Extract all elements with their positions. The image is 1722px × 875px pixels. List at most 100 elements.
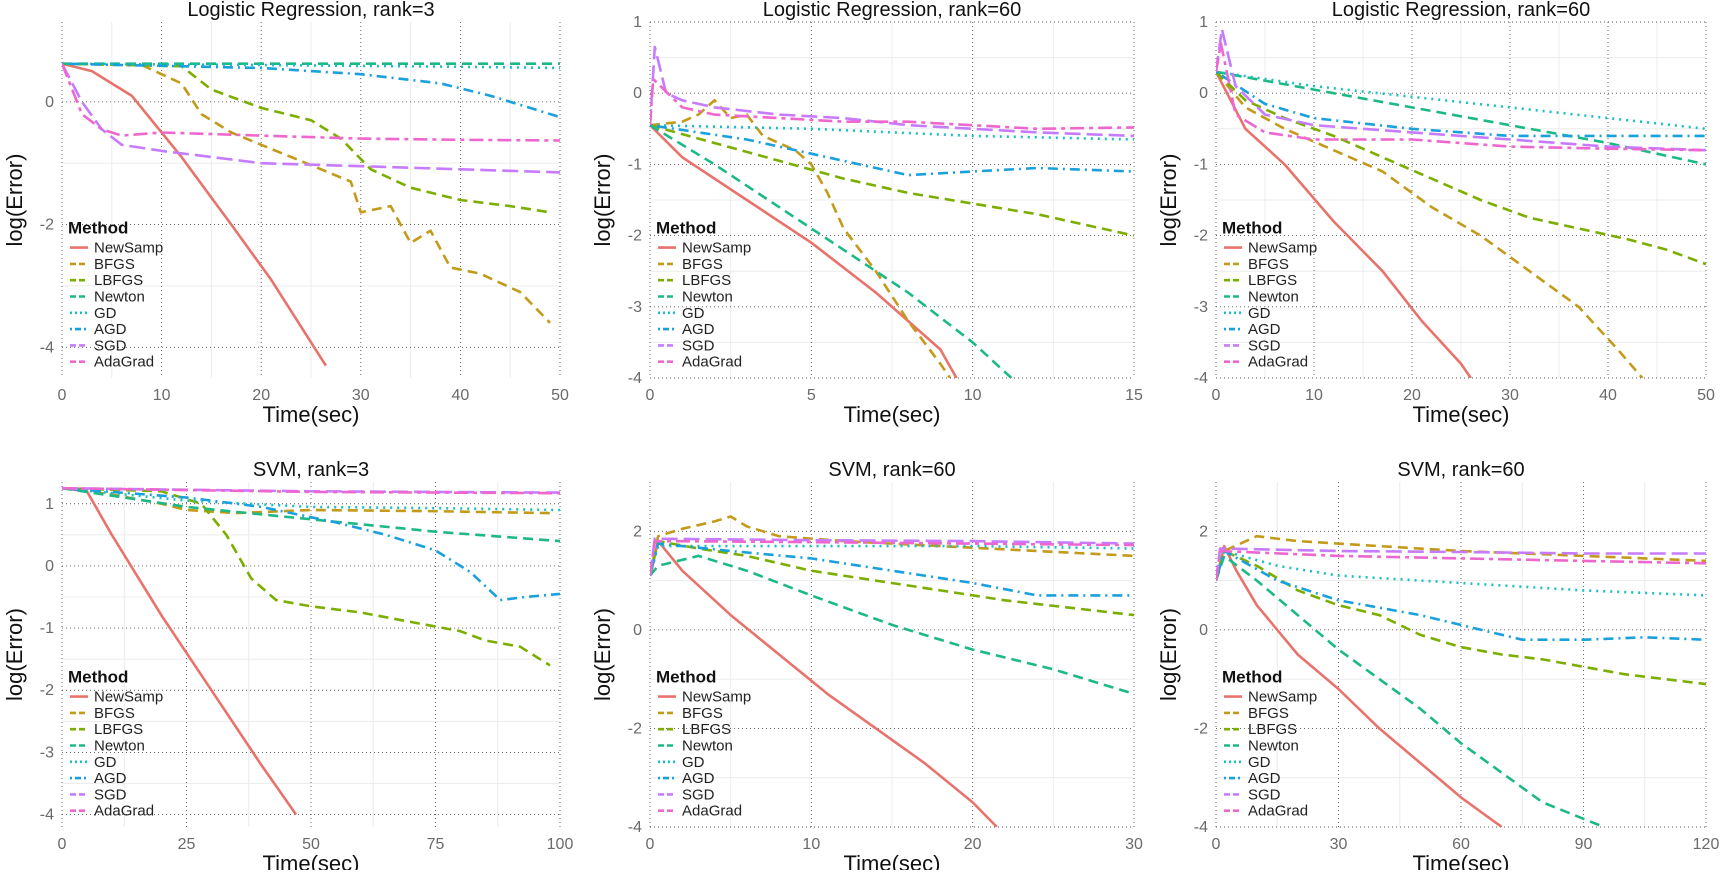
legend-label-sgd: SGD — [94, 786, 127, 803]
chart-title: Logistic Regression, rank=3 — [187, 0, 434, 21]
legend-label-bfgs: BFGS — [1248, 705, 1289, 722]
series-line-newton — [1216, 554, 1605, 827]
legend-label-adagrad: AdaGrad — [682, 803, 742, 820]
series-line-sgd — [62, 486, 560, 494]
legend-label-lbfgs: LBFGS — [682, 721, 731, 738]
series-line-lbfgs — [650, 123, 1134, 237]
y-tick-label: 0 — [633, 85, 642, 102]
x-tick-label: 30 — [352, 387, 370, 404]
series-line-sgd — [650, 45, 1134, 138]
series-line-agd — [62, 62, 560, 119]
legend-label-adagrad: AdaGrad — [682, 354, 742, 371]
legend-label-sgd: SGD — [682, 786, 715, 803]
legend: Method NewSampBFGSLBFGSNewtonGDAGDSGDAdaG… — [68, 219, 163, 371]
x-tick-label: 30 — [1330, 836, 1348, 853]
y-tick-label: -4 — [40, 339, 54, 356]
x-tick-label: 0 — [1212, 387, 1221, 404]
legend-label-adagrad: AdaGrad — [1248, 354, 1308, 371]
legend-label-lbfgs: LBFGS — [94, 721, 143, 738]
y-tick-label: -2 — [628, 720, 642, 737]
series-line-newsamp — [650, 124, 958, 378]
y-tick-label: -1 — [40, 620, 54, 637]
x-tick-label: 25 — [178, 836, 196, 853]
series-line-sgd — [650, 537, 1134, 576]
legend-label-newton: Newton — [1248, 289, 1299, 306]
x-tick-label: 0 — [58, 836, 67, 853]
legend-label-newton: Newton — [682, 738, 733, 755]
chart-panel-4: 0 25 50 75 100 -4 -3 -2 -1 0 1 SVM, rank=3 Time(sec)… — [2, 459, 574, 875]
x-tick-label: 15 — [1125, 387, 1143, 404]
legend-label-sgd: SGD — [94, 337, 127, 354]
legend-label-lbfgs: LBFGS — [94, 272, 143, 289]
series-line-gd — [1216, 70, 1706, 131]
legend-label-lbfgs: LBFGS — [1248, 721, 1297, 738]
series-line-newsamp — [1216, 71, 1472, 378]
x-tick-label: 10 — [1305, 387, 1323, 404]
legend-label-gd: GD — [682, 305, 705, 322]
x-tick-label: 20 — [1403, 387, 1421, 404]
series-line-bfgs — [650, 99, 952, 378]
series-line-lbfgs — [1216, 70, 1706, 266]
y-tick-label: 0 — [45, 94, 54, 111]
series-line-gd — [62, 62, 560, 70]
chart-panel-5: 0 10 20 30 -4 -2 0 2 SVM, rank=60 Time(sec) log(Er… — [590, 459, 1143, 875]
x-axis-label: Time(sec) — [844, 851, 941, 870]
legend-label-bfgs: BFGS — [94, 705, 135, 722]
legend: Method NewSampBFGSLBFGSNewtonGDAGDSGDAdaG… — [656, 668, 751, 820]
legend-label-bfgs: BFGS — [682, 256, 723, 273]
chart-title: SVM, rank=3 — [253, 459, 369, 481]
x-axis-label: Time(sec) — [263, 402, 360, 427]
chart-panel-3: 0 10 20 30 40 50 -4 -3 -2 -1 0 1 Logistic Regression… — [1156, 0, 1715, 427]
series-group — [62, 486, 560, 816]
x-tick-label: 30 — [1501, 387, 1519, 404]
legend-label-sgd: SGD — [1248, 337, 1281, 354]
legend-label-agd: AGD — [1248, 321, 1281, 338]
x-tick-label: 10 — [802, 836, 820, 853]
y-axis-label: log(Error) — [2, 608, 27, 701]
x-tick-label: 20 — [964, 836, 982, 853]
series-line-adagrad — [1216, 549, 1706, 581]
y-tick-label: 2 — [633, 523, 642, 540]
series-line-sgd — [1216, 27, 1706, 152]
legend: Method NewSampBFGSLBFGSNewtonGDAGDSGDAdaG… — [68, 668, 163, 820]
x-tick-label: 40 — [1599, 387, 1617, 404]
y-tick-label: 0 — [633, 622, 642, 639]
x-axis-label: Time(sec) — [263, 851, 360, 870]
legend-label-newsamp: NewSamp — [94, 240, 163, 257]
series-line-newsamp — [650, 539, 998, 827]
series-group — [1216, 534, 1706, 827]
x-tick-label: 50 — [1697, 387, 1715, 404]
x-axis-label: Time(sec) — [1413, 851, 1510, 870]
minor-grid — [62, 482, 560, 827]
chart-title: SVM, rank=60 — [828, 459, 955, 481]
legend-title: Method — [656, 668, 716, 687]
series-line-gd — [650, 544, 1134, 576]
x-tick-label: 100 — [547, 836, 574, 853]
legend-label-bfgs: BFGS — [1248, 256, 1289, 273]
minor-grid — [62, 22, 560, 378]
legend-label-gd: GD — [682, 754, 705, 771]
series-line-newton — [62, 486, 560, 543]
legend-label-sgd: SGD — [1248, 786, 1281, 803]
series-group — [1216, 27, 1706, 378]
y-axis-label: log(Error) — [1156, 608, 1181, 701]
series-line-newsamp — [62, 62, 327, 367]
minor-grid — [650, 22, 1134, 378]
legend-label-newsamp: NewSamp — [94, 689, 163, 706]
series-line-agd — [650, 542, 1134, 597]
chart-panel-1: 0 10 20 30 40 50 -4 -2 0 Logistic Regression, ran… — [2, 0, 569, 427]
y-tick-label: -4 — [628, 370, 642, 387]
x-tick-label: 0 — [1212, 836, 1221, 853]
legend-label-newsamp: NewSamp — [682, 240, 751, 257]
legend-label-gd: GD — [94, 305, 117, 322]
legend-label-agd: AGD — [682, 321, 715, 338]
legend-label-agd: AGD — [682, 770, 715, 787]
series-line-lbfgs — [1216, 549, 1706, 686]
series-line-bfgs — [1216, 534, 1706, 581]
y-tick-label: -2 — [1194, 720, 1208, 737]
series-line-adagrad — [62, 63, 560, 142]
x-axis-label: Time(sec) — [1413, 402, 1510, 427]
series-line-bfgs — [1216, 70, 1644, 378]
y-axis-label: log(Error) — [590, 608, 615, 701]
legend-title: Method — [68, 219, 128, 238]
